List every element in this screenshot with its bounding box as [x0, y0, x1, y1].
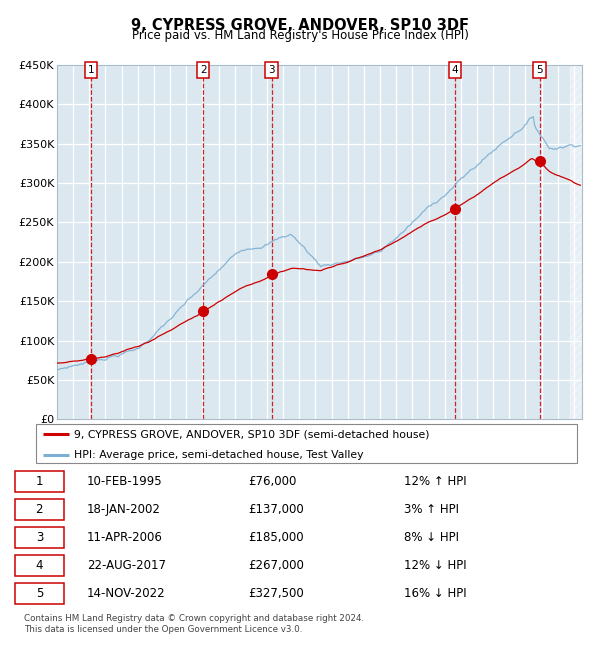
Text: £327,500: £327,500 — [248, 588, 304, 601]
Text: £185,000: £185,000 — [248, 532, 304, 544]
Text: 12% ↑ HPI: 12% ↑ HPI — [404, 475, 466, 489]
FancyBboxPatch shape — [36, 424, 577, 463]
Text: 18-JAN-2002: 18-JAN-2002 — [87, 503, 161, 516]
Text: £76,000: £76,000 — [248, 475, 296, 489]
Text: 22-AUG-2017: 22-AUG-2017 — [87, 559, 166, 573]
Text: 14-NOV-2022: 14-NOV-2022 — [87, 588, 166, 601]
Text: 3: 3 — [268, 65, 275, 75]
Text: 1: 1 — [35, 475, 43, 489]
Text: Contains HM Land Registry data © Crown copyright and database right 2024.
This d: Contains HM Land Registry data © Crown c… — [24, 614, 364, 634]
FancyBboxPatch shape — [15, 583, 64, 605]
Text: 4: 4 — [35, 559, 43, 573]
Text: 5: 5 — [536, 65, 543, 75]
FancyBboxPatch shape — [15, 527, 64, 549]
Text: £267,000: £267,000 — [248, 559, 304, 573]
Text: 5: 5 — [35, 588, 43, 601]
Text: 3% ↑ HPI: 3% ↑ HPI — [404, 503, 458, 516]
Text: 9, CYPRESS GROVE, ANDOVER, SP10 3DF: 9, CYPRESS GROVE, ANDOVER, SP10 3DF — [131, 18, 469, 32]
Text: 16% ↓ HPI: 16% ↓ HPI — [404, 588, 466, 601]
Text: 8% ↓ HPI: 8% ↓ HPI — [404, 532, 458, 544]
Text: 3: 3 — [35, 532, 43, 544]
Text: 1: 1 — [88, 65, 94, 75]
FancyBboxPatch shape — [15, 555, 64, 577]
Text: 9, CYPRESS GROVE, ANDOVER, SP10 3DF (semi-detached house): 9, CYPRESS GROVE, ANDOVER, SP10 3DF (sem… — [74, 430, 430, 439]
Text: 11-APR-2006: 11-APR-2006 — [87, 532, 163, 544]
Text: HPI: Average price, semi-detached house, Test Valley: HPI: Average price, semi-detached house,… — [74, 450, 364, 460]
Text: Price paid vs. HM Land Registry's House Price Index (HPI): Price paid vs. HM Land Registry's House … — [131, 29, 469, 42]
Text: 4: 4 — [452, 65, 458, 75]
Text: 10-FEB-1995: 10-FEB-1995 — [87, 475, 163, 489]
Bar — [570, 65, 582, 419]
Text: £137,000: £137,000 — [248, 503, 304, 516]
FancyBboxPatch shape — [15, 471, 64, 493]
Text: 2: 2 — [35, 503, 43, 516]
FancyBboxPatch shape — [15, 499, 64, 521]
Text: 12% ↓ HPI: 12% ↓ HPI — [404, 559, 466, 573]
Text: 2: 2 — [200, 65, 206, 75]
